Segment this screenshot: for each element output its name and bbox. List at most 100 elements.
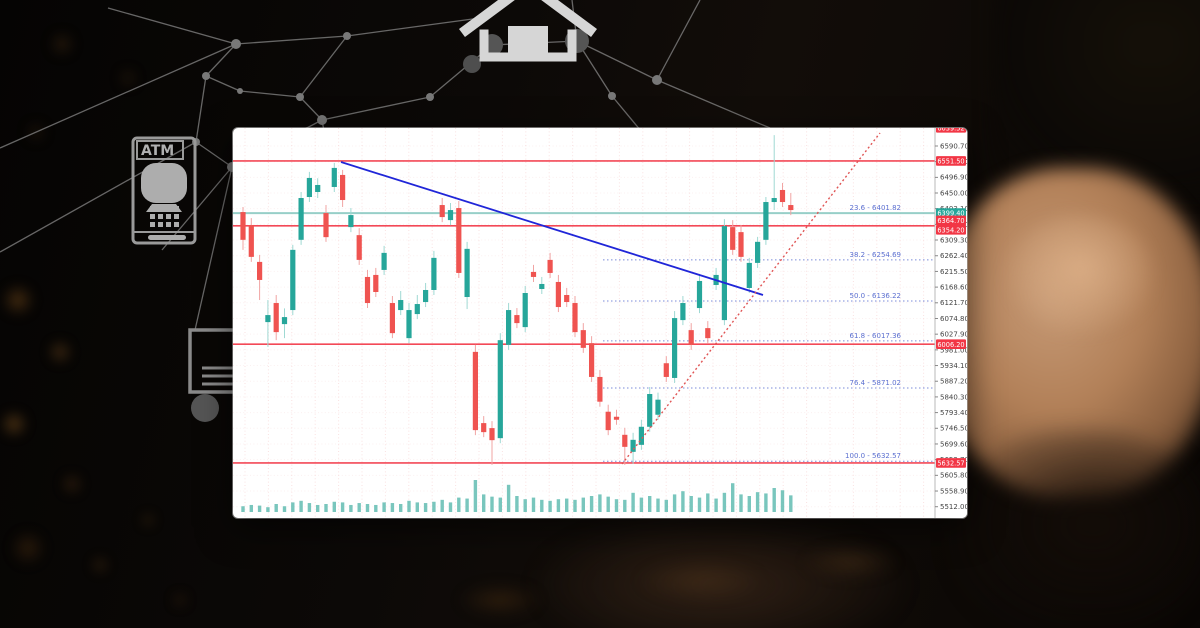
volume-bar: [523, 499, 527, 512]
candle-body: [414, 304, 420, 315]
candle-body: [389, 303, 395, 334]
candle-body: [506, 310, 512, 345]
volume-bar: [457, 497, 461, 512]
price-marker-label: 6551.50: [937, 157, 964, 165]
candle-body: [530, 271, 537, 277]
candle-body: [481, 423, 487, 433]
candle-body: [306, 177, 312, 198]
volume-bar: [274, 504, 278, 512]
candle-body: [423, 289, 429, 303]
price-marker-label: 6399.40: [937, 210, 964, 218]
price-tick-label: 6590.70: [940, 142, 967, 150]
price-marker-box: [936, 339, 966, 349]
volume-bar: [266, 507, 270, 512]
volume-bar: [689, 496, 693, 512]
candle-body: [655, 399, 661, 415]
candlestick-chart[interactable]: 23.6 - 6401.82 38.2 - 6254.69 50.0 - 6136.…: [233, 128, 967, 518]
candle-body: [788, 205, 794, 211]
candle-body: [555, 281, 561, 308]
volume-bar: [755, 492, 760, 512]
candle-body: [257, 261, 263, 280]
candle-body: [688, 330, 694, 345]
candle-body: [240, 212, 246, 240]
volume-bar: [573, 499, 577, 512]
fib-label: 23.6 - 6401.82: [849, 204, 901, 212]
volume-bar: [291, 502, 295, 512]
candle-body: [373, 274, 379, 292]
volume-bar: [772, 488, 776, 512]
home-icon: [459, 0, 597, 62]
volume-bar: [316, 504, 320, 512]
candle-body: [273, 303, 279, 333]
volume-bar: [664, 499, 668, 512]
volume-bar: [731, 483, 735, 512]
candle-body: [265, 315, 271, 323]
candle-body: [298, 198, 304, 240]
volume-bar: [531, 497, 536, 512]
candle-body: [522, 293, 528, 328]
candle-body: [348, 215, 354, 228]
candle-body: [705, 328, 711, 339]
candle-body: [248, 225, 254, 257]
volume-bar: [465, 498, 469, 512]
volume-bar: [257, 505, 262, 512]
price-tick-label: 6121.70: [940, 299, 967, 307]
volume-bar: [581, 497, 585, 512]
suit-sleeve: [990, 0, 1200, 195]
price-marker-box: [936, 215, 966, 226]
volume-bar: [606, 496, 610, 512]
price-marker-label: 5632.57: [937, 459, 964, 467]
price-tick-label: 5558.90: [940, 487, 967, 495]
atm-icon: ATM: [131, 136, 197, 245]
fib-label: 76.4 - 5871.02: [849, 379, 901, 387]
candle-body: [779, 189, 786, 203]
volume-bar: [589, 496, 594, 512]
volume-bar: [648, 496, 652, 512]
volume-bar: [399, 504, 403, 512]
price-tick-label: 5746.50: [940, 425, 967, 433]
candle-body: [356, 235, 362, 260]
price-tick-label: 5887.20: [940, 378, 967, 386]
blurred-hand: [540, 520, 900, 628]
volume-bar: [390, 503, 395, 512]
price-marker-label: 6639.52: [937, 128, 964, 132]
price-tick-label: 5605.80: [940, 472, 967, 480]
candle-body: [323, 213, 329, 238]
candle-body: [605, 411, 611, 431]
price-tick-label: 6450.00: [940, 189, 967, 197]
volume-bar: [672, 494, 677, 512]
candle-body: [589, 343, 595, 377]
price-marker-label: 6364.70: [937, 217, 964, 225]
candle-body: [647, 394, 653, 427]
volume-bar: [548, 500, 552, 512]
volume-bar: [349, 504, 353, 512]
candle-body: [564, 295, 570, 303]
candle-body: [364, 276, 371, 304]
candle-body: [381, 252, 387, 270]
volume-bar: [241, 506, 245, 512]
volume-bar: [299, 500, 303, 512]
candle-body: [613, 416, 620, 420]
volume-bar: [631, 492, 635, 512]
candle-body: [439, 205, 445, 218]
volume-bar: [540, 499, 544, 512]
volume-bar: [432, 501, 436, 512]
candle-body: [398, 300, 404, 311]
volume-bar: [789, 495, 793, 512]
volume-bar: [357, 503, 361, 512]
volume-bar: [282, 506, 287, 512]
candle-body: [464, 248, 470, 298]
price-tick-label: 6309.30: [940, 236, 967, 244]
volume-bar: [307, 503, 312, 512]
price-tick-label: 6074.80: [940, 315, 967, 323]
volume-bar: [780, 490, 785, 512]
volume-bar: [448, 502, 453, 512]
price-tick-label: 6168.60: [940, 284, 967, 292]
volume-bar: [249, 504, 253, 512]
candle-body: [746, 262, 752, 288]
volume-bar: [498, 497, 502, 512]
fib-label: 38.2 - 6254.69: [849, 251, 901, 259]
trading-chart-panel[interactable]: 23.6 - 6401.82 38.2 - 6254.69 50.0 - 6136.…: [233, 128, 967, 518]
